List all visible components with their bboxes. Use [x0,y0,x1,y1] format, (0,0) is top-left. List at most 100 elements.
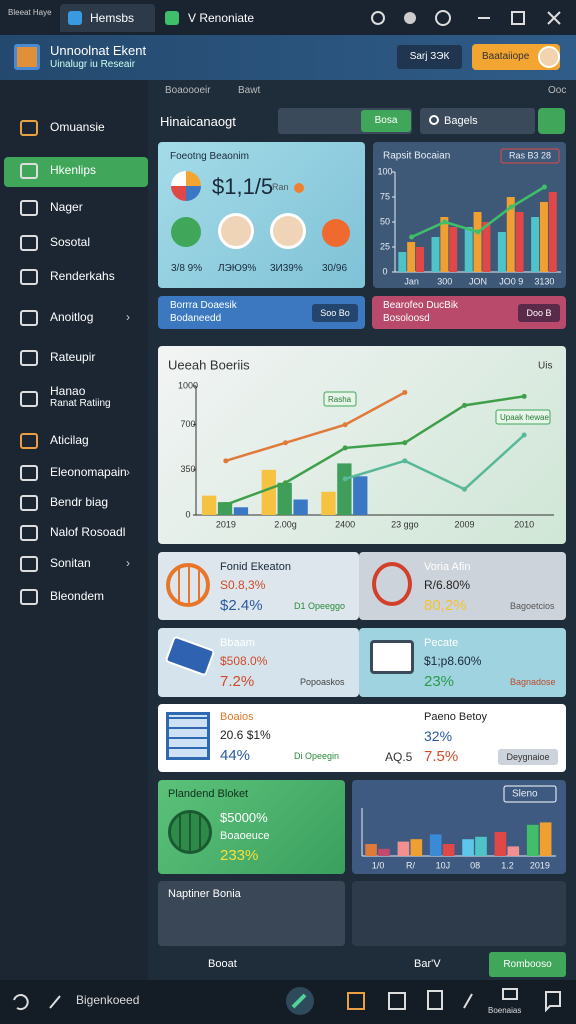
tool-button[interactable] [347,992,365,1010]
tab[interactable]: Bleeat Haye [8,8,52,17]
nav-item[interactable]: Nalof Rosoadl [50,525,126,539]
tool-button[interactable] [388,992,406,1010]
nav-item[interactable]: Nager [50,200,83,214]
avatar [218,213,254,249]
tab-label[interactable]: V Renoniate [188,11,255,25]
point [283,440,288,446]
bar [429,834,442,856]
bar [398,252,407,272]
nav-item[interactable]: Sosotal [50,235,91,249]
nav-icon [20,200,38,216]
edit-icon[interactable] [49,995,61,1009]
card-value: S0.8,3% [220,578,266,592]
bar [507,846,520,856]
footer-button[interactable]: Rombooso [489,952,566,977]
status-icon [322,219,350,247]
banner-text: Bosoloosd [383,313,430,324]
card-value: $508.0% [220,654,268,668]
breadcrumb: Bawt [238,85,261,96]
bar [277,482,292,515]
back-button[interactable] [13,994,29,1011]
line [344,434,526,491]
card-title: Foeotng Beaonim [170,151,249,162]
chevron: › [126,310,130,324]
chevron: › [126,556,130,570]
nav-icon [20,495,38,511]
nav-item[interactable]: Ranat Ratiing [50,398,111,409]
bottom-label: Boenaias [488,1006,522,1015]
bar [482,222,491,272]
tool-button[interactable] [463,993,473,1009]
banner-button[interactable]: Soo Bo [312,304,358,322]
card-title: Naptiner Bonia [168,888,241,900]
window-controls [371,10,561,26]
card-value: 20.6 $1% [220,728,271,742]
filter-button[interactable]: Bosa [361,110,411,132]
chevron: › [126,465,130,479]
tool-button[interactable] [502,988,518,1000]
bar [475,836,487,856]
globe-icon [168,810,212,854]
card-note: Bagnadose [510,677,556,687]
bar [321,491,336,515]
badge-box [500,148,560,164]
tab-label[interactable]: Hemsbs [90,11,135,25]
point [342,476,348,482]
banner-button[interactable]: Doo B [518,304,560,322]
nav-icon [20,235,38,251]
point [409,234,415,240]
title-box [503,785,557,803]
point [475,229,481,235]
nav-item[interactable]: Aticilag [50,433,89,447]
bar [494,832,507,856]
y-tick-label: 0 [185,509,190,519]
nav-item[interactable]: Eleonomapain [50,465,127,479]
x-tick-label: 1.2 [501,860,514,870]
x-tick-label: 2019 [216,519,236,529]
chat-button[interactable] [545,991,561,1013]
search-box[interactable]: Bagels [420,108,535,134]
bar [531,217,540,272]
nav-item[interactable]: Renderkahs [50,269,115,283]
nav-item[interactable]: Sonitan [50,556,91,570]
card-button[interactable]: Deygnaioe [498,749,558,765]
card-value: 7.2% [220,673,255,690]
bar [515,212,524,272]
tool-button[interactable] [427,990,443,1010]
point [402,458,408,464]
nav-item[interactable]: Bendr biag [50,495,109,509]
card-note: Di Opeegin [294,751,340,761]
nav-icon [20,556,38,572]
y-tick-label: 50 [380,216,390,226]
nav-item[interactable]: Anoitlog [50,310,94,324]
nav-icon [20,433,38,449]
stat: 3И39% [270,263,303,274]
header-button[interactable]: Sarj ЗЭК [397,45,462,69]
banner-text: Bodaneedd [170,313,222,324]
bar [464,227,473,272]
y-tick-label: 75 [380,191,390,201]
x-tick-label: JON [469,276,487,286]
x-tick-label: 3130 [534,276,554,286]
info-button[interactable] [435,10,451,26]
add-button[interactable] [538,108,565,134]
bar [442,844,455,856]
globe-icon [166,563,210,607]
close[interactable] [547,11,561,25]
toolbar-right: Ooc [548,85,567,96]
settings-button[interactable] [404,12,416,24]
stat: 3/8 9% [171,263,203,274]
nav-item[interactable]: Omuansie [50,120,105,134]
maximize[interactable] [511,11,525,25]
nav-item[interactable]: Hkenlips [50,163,97,177]
nav-item[interactable]: Rateupir [50,350,96,364]
home-glyph [291,993,307,1009]
nav-item[interactable]: Bleondem [50,589,105,603]
x-tick-label: JO0 9 [499,276,523,286]
chart-title: Ueeah Boeriis [168,357,250,372]
nav-item[interactable]: Hanao [50,384,86,398]
card-title: Bbaam [220,637,255,649]
card-amount: $1,1/5 [212,174,274,199]
power-button[interactable] [371,11,385,25]
chart-menu[interactable]: Uis [538,361,552,372]
